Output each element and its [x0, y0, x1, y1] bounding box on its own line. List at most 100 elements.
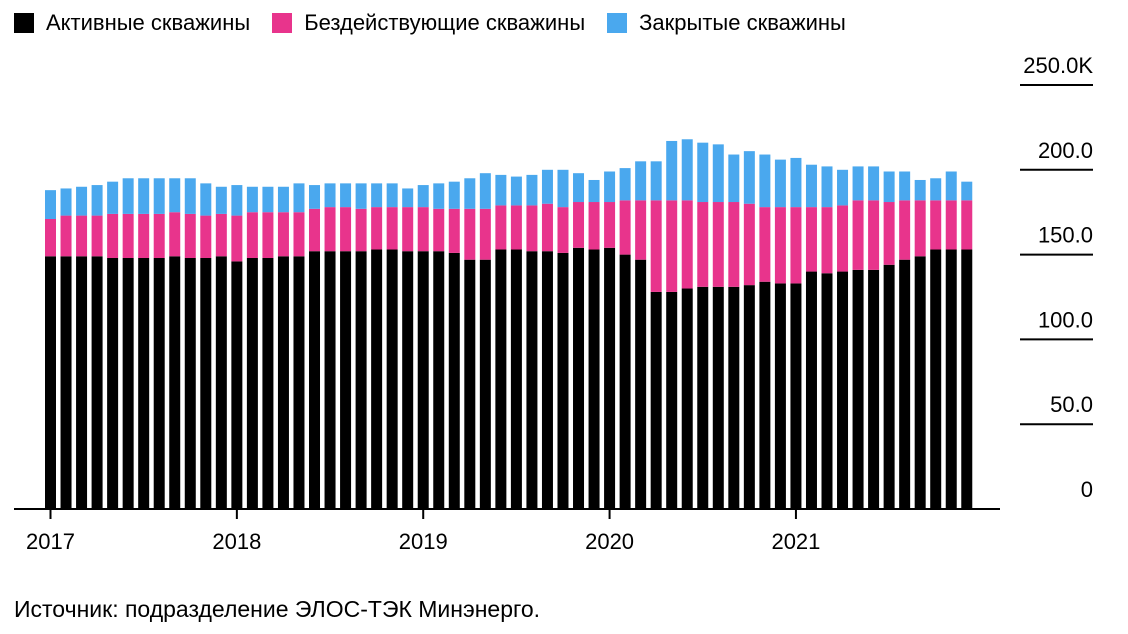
bar-segment-active — [666, 291, 678, 509]
bar-segment-closed — [868, 166, 880, 201]
bar-segment-idle — [169, 212, 181, 257]
bar-segment-idle — [728, 202, 740, 287]
bar-segment-closed — [790, 157, 802, 208]
bar-segment-active — [107, 257, 119, 509]
bar-segment-active — [246, 257, 258, 509]
bar-segment-closed — [402, 188, 414, 208]
bar-segment-active — [479, 259, 491, 509]
bar-segment-idle — [852, 200, 864, 270]
bar-segment-idle — [805, 207, 817, 272]
bar-segment-active — [309, 251, 321, 509]
bar-segment-closed — [169, 178, 181, 213]
bar-segment-idle — [448, 208, 460, 253]
bar-segment-active — [340, 251, 352, 509]
bar-segment-closed — [324, 183, 336, 208]
bar-segment-idle — [293, 212, 305, 257]
bar-segment-active — [355, 251, 367, 509]
bar-segment-closed — [805, 164, 817, 208]
bar-segment-idle — [961, 200, 973, 250]
bar-segment-active — [805, 271, 817, 509]
bar-segment-closed — [899, 171, 911, 201]
bar-segment-idle — [712, 202, 724, 287]
bar-segment-idle — [495, 205, 507, 250]
bar-segment-idle — [107, 213, 119, 258]
bar-segment-idle — [774, 207, 786, 284]
bar-segment-idle — [138, 213, 150, 258]
bar-segment-idle — [45, 218, 56, 257]
y-tick-label: 100.0 — [1038, 307, 1093, 332]
legend-label-active: Активные скважины — [46, 10, 251, 35]
bar-segment-closed — [262, 186, 274, 213]
bar-segment-active — [293, 256, 305, 509]
bar-segment-idle — [945, 200, 957, 250]
bar-segment-idle — [541, 203, 553, 252]
bar-segment-active — [200, 257, 212, 509]
bar-segment-closed — [309, 185, 321, 209]
bar-segment-active — [433, 251, 445, 509]
bar-segment-closed — [697, 142, 709, 203]
bar-segment-idle — [914, 200, 926, 257]
bar-segment-active — [262, 257, 274, 509]
bar-segment-closed — [386, 183, 398, 208]
bar-segment-active — [604, 247, 616, 510]
y-tick-label: 250.0K — [1023, 53, 1093, 78]
bar-segment-idle — [635, 200, 647, 260]
bar-segment-active — [883, 264, 895, 509]
bar-segment-closed — [246, 186, 258, 213]
bar-segment-closed — [883, 171, 895, 203]
bar-segment-idle — [277, 212, 289, 257]
bar-segment-idle — [340, 207, 352, 252]
bar-segment-active — [91, 256, 103, 509]
bar-segment-active — [852, 269, 864, 509]
bar-segment-active — [868, 269, 880, 509]
bar-segment-closed — [588, 179, 600, 203]
bar-segment-closed — [852, 166, 864, 201]
bar-segment-closed — [604, 171, 616, 203]
bar-segment-idle — [743, 203, 755, 286]
bar-segment-idle — [573, 202, 585, 248]
bar-segment-closed — [837, 169, 849, 206]
bar-segment-closed — [417, 185, 429, 208]
bar-segment-idle — [231, 215, 243, 262]
bar-segment-idle — [371, 207, 383, 250]
bar-segment-active — [588, 249, 600, 509]
bar-segment-active — [619, 254, 631, 509]
bar-segment-closed — [107, 181, 119, 214]
bar-segment-active — [386, 249, 398, 509]
bar-segment-idle — [557, 207, 569, 253]
bar-segment-active — [557, 252, 569, 510]
legend-label-idle: Бездействующие скважины — [304, 10, 586, 35]
bar-segment-closed — [153, 178, 165, 214]
bar-segment-active — [961, 249, 973, 509]
bar-segment-closed — [340, 183, 352, 208]
bar-segment-active — [448, 252, 460, 510]
bar-segment-active — [712, 286, 724, 509]
bar-segment-idle — [837, 205, 849, 272]
bar-segment-closed — [821, 166, 833, 208]
bar-segment-closed — [138, 178, 150, 214]
bar-segment-closed — [495, 174, 507, 206]
legend-item-active: Активные скважины — [14, 10, 250, 36]
bar-segment-idle — [899, 200, 911, 260]
bar-segment-idle — [790, 207, 802, 284]
bar-segment-active — [169, 256, 181, 509]
bar-segment-closed — [945, 171, 957, 201]
bar-segment-active — [324, 251, 336, 509]
legend: Активные скважины Бездействующие скважин… — [14, 10, 868, 36]
bar-segment-idle — [122, 213, 134, 258]
bar-segment-closed — [76, 186, 88, 216]
bar-segment-idle — [309, 208, 321, 252]
bar-segment-closed — [60, 188, 72, 216]
bar-segment-idle — [868, 200, 880, 270]
bar-segment-active — [417, 251, 429, 509]
bar-segment-idle — [246, 212, 258, 258]
bar-segment-idle — [324, 207, 336, 252]
source-note: Источник: подразделение ЭЛОС-ТЭК Минэнер… — [14, 596, 541, 622]
bar-segment-idle — [417, 207, 429, 252]
bar-segment-closed — [200, 183, 212, 216]
bar-segment-active — [371, 249, 383, 509]
x-tick-label: 2020 — [585, 529, 634, 554]
bar-segment-idle — [386, 207, 398, 250]
bar-segment-active — [650, 291, 662, 509]
